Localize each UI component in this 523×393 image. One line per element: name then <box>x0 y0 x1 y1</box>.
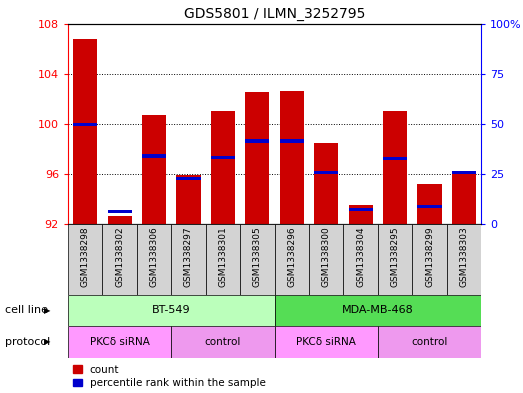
Bar <box>68 326 172 358</box>
Bar <box>73 123 97 126</box>
Bar <box>383 157 407 160</box>
Text: GSM1338296: GSM1338296 <box>287 226 297 287</box>
Bar <box>349 205 373 224</box>
Bar <box>142 154 166 158</box>
Bar <box>452 174 476 224</box>
Legend: count, percentile rank within the sample: count, percentile rank within the sample <box>73 365 266 388</box>
Text: GSM1338300: GSM1338300 <box>322 226 331 287</box>
Text: GSM1338303: GSM1338303 <box>459 226 469 287</box>
Bar <box>206 224 240 295</box>
Bar <box>211 156 235 159</box>
Text: PKCδ siRNA: PKCδ siRNA <box>297 337 356 347</box>
Bar <box>108 209 132 213</box>
Bar <box>447 224 481 295</box>
Bar <box>240 224 275 295</box>
Bar <box>176 177 200 180</box>
Bar <box>412 224 447 295</box>
Text: control: control <box>204 337 241 347</box>
Bar <box>245 92 269 224</box>
Bar <box>172 326 275 358</box>
Bar <box>275 295 481 326</box>
Bar <box>309 224 344 295</box>
Bar <box>68 295 275 326</box>
Bar <box>103 224 137 295</box>
Bar <box>211 111 235 224</box>
Bar <box>275 326 378 358</box>
Text: ▶: ▶ <box>44 338 51 346</box>
Bar <box>137 224 172 295</box>
Bar <box>68 224 103 295</box>
Bar <box>245 140 269 143</box>
Text: GSM1338304: GSM1338304 <box>356 226 365 287</box>
Text: GSM1338305: GSM1338305 <box>253 226 262 287</box>
Bar <box>344 224 378 295</box>
Bar <box>378 224 412 295</box>
Bar <box>280 140 304 143</box>
Bar <box>142 115 166 224</box>
Bar <box>280 91 304 224</box>
Bar <box>452 171 476 174</box>
Bar <box>383 111 407 224</box>
Bar <box>378 326 481 358</box>
Text: GSM1338298: GSM1338298 <box>81 226 90 287</box>
Text: control: control <box>411 337 448 347</box>
Title: GDS5801 / ILMN_3252795: GDS5801 / ILMN_3252795 <box>184 7 365 21</box>
Bar <box>73 39 97 224</box>
Bar <box>172 224 206 295</box>
Bar <box>314 171 338 174</box>
Bar <box>417 184 441 224</box>
Text: cell line: cell line <box>5 305 48 316</box>
Bar <box>108 217 132 224</box>
Text: GSM1338302: GSM1338302 <box>115 226 124 287</box>
Bar <box>176 175 200 224</box>
Text: ▶: ▶ <box>44 306 51 315</box>
Text: GSM1338306: GSM1338306 <box>150 226 158 287</box>
Text: BT-549: BT-549 <box>152 305 190 316</box>
Text: GSM1338295: GSM1338295 <box>391 226 400 287</box>
Bar <box>349 208 373 211</box>
Text: GSM1338299: GSM1338299 <box>425 226 434 287</box>
Text: GSM1338301: GSM1338301 <box>219 226 228 287</box>
Bar <box>275 224 309 295</box>
Text: protocol: protocol <box>5 337 51 347</box>
Bar <box>417 205 441 208</box>
Text: PKCδ siRNA: PKCδ siRNA <box>90 337 150 347</box>
Bar <box>314 143 338 224</box>
Text: MDA-MB-468: MDA-MB-468 <box>342 305 414 316</box>
Text: GSM1338297: GSM1338297 <box>184 226 193 287</box>
